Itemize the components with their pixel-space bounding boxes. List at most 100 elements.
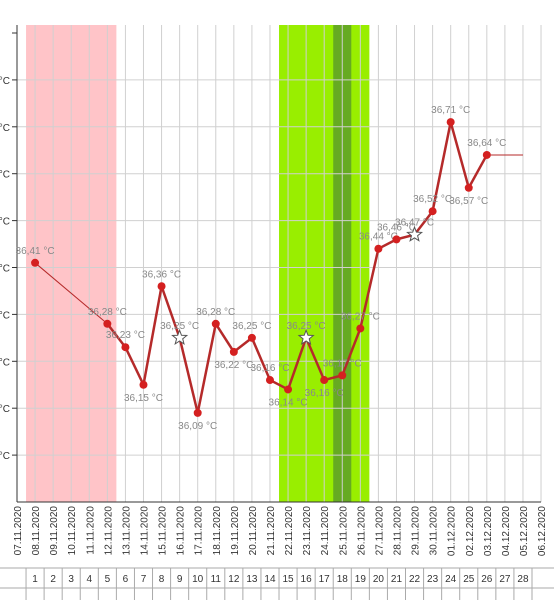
temperature-line [214, 323, 235, 353]
value-label: 36,14 °C [269, 397, 308, 408]
cycle-day: 18 [337, 574, 349, 585]
value-label: 36,64 °C [467, 138, 506, 149]
y-tick-label: 36,5 °C [0, 217, 10, 228]
cycle-day: 20 [373, 574, 385, 585]
y-tick-label: 36,7 °C [0, 123, 10, 134]
point [103, 319, 112, 328]
value-label: 36,16 °C [250, 363, 289, 374]
x-tick-label: 06.12.2020 [537, 506, 548, 556]
point [392, 235, 401, 244]
value-label: 36,41 °C [16, 246, 55, 257]
point [428, 207, 437, 216]
value-label: 36,09 °C [178, 421, 217, 432]
temperature-line [413, 210, 434, 236]
x-tick-label: 17.11.2020 [194, 506, 205, 556]
y-tick-label: 36,1 °C [0, 404, 10, 415]
value-label: 36,57 °C [449, 196, 488, 207]
temperature-line [124, 346, 145, 386]
cycle-day: 13 [246, 574, 258, 585]
cycle-day: 3 [68, 574, 74, 585]
x-tick-label: 22.11.2020 [284, 506, 295, 556]
cycle-day: 4 [86, 574, 92, 585]
gap-line [34, 262, 108, 325]
value-label: 36,36 °C [142, 269, 181, 280]
temperature-line [304, 337, 326, 381]
cycle-day: 2 [50, 574, 56, 585]
point [338, 371, 347, 380]
x-tick-label: 05.12.2020 [519, 506, 530, 556]
cycle-day: 17 [319, 574, 331, 585]
cycle-day: 5 [105, 574, 111, 585]
x-tick-label: 02.12.2020 [465, 506, 476, 556]
value-label: 36,44 °C [359, 232, 398, 243]
point [284, 385, 293, 394]
x-tick-label: 26.11.2020 [356, 506, 367, 556]
point [374, 244, 383, 253]
value-label: 36,17 °C [323, 358, 362, 369]
cycle-day: 26 [481, 574, 493, 585]
x-tick-label: 18.11.2020 [212, 506, 223, 556]
y-tick-label: 36,3 °C [0, 310, 10, 321]
cycle-day: 23 [427, 574, 439, 585]
x-tick-label: 08.11.2020 [31, 506, 42, 556]
value-label: 36,25 °C [160, 321, 199, 332]
x-tick-label: 10.11.2020 [67, 506, 78, 556]
temperature-line [286, 337, 308, 390]
point [356, 324, 365, 333]
point [157, 282, 166, 291]
cycle-day: 14 [264, 574, 276, 585]
y-tick-label: 36,2 °C [0, 357, 10, 368]
value-label: 36,22 °C [214, 360, 253, 371]
temperature-line [106, 323, 127, 348]
cycle-day: 15 [282, 574, 294, 585]
x-tick-label: 28.11.2020 [392, 506, 403, 556]
value-label: 36,23 °C [106, 330, 145, 341]
value-label: 36,71 °C [431, 105, 470, 116]
cycle-day: 22 [409, 574, 421, 585]
y-tick-label: 36,8 °C [0, 76, 10, 87]
x-tick-label: 09.11.2020 [49, 506, 60, 556]
temperature-line [196, 323, 217, 414]
x-tick-label: 01.12.2020 [447, 506, 458, 556]
value-label: 36,28 °C [196, 307, 235, 318]
point [193, 408, 202, 417]
x-tick-label: 23.11.2020 [302, 506, 313, 556]
value-label: 36,25 °C [232, 321, 271, 332]
x-tick-label: 27.11.2020 [374, 506, 385, 556]
point [211, 319, 220, 328]
value-label: 36,52 °C [413, 194, 452, 205]
cycle-day: 7 [141, 574, 147, 585]
x-tick-label: 16.11.2020 [176, 506, 187, 556]
y-tick-label: 36,0 °C [0, 451, 10, 462]
cycle-day: 10 [192, 574, 204, 585]
x-tick-label: 07.11.2020 [13, 506, 24, 556]
star-point [406, 225, 424, 242]
cycle-day: 6 [123, 574, 129, 585]
cycle-day: 28 [517, 574, 529, 585]
point [464, 183, 473, 192]
x-tick-label: 21.11.2020 [266, 506, 277, 556]
temperature-line [449, 121, 470, 189]
cycle-day: 9 [177, 574, 183, 585]
x-tick-label: 25.11.2020 [338, 506, 349, 556]
x-tick-label: 19.11.2020 [230, 506, 241, 556]
temperature-line [431, 121, 452, 212]
cycle-day: 24 [445, 574, 457, 585]
x-tick-label: 15.11.2020 [158, 506, 169, 556]
value-label: 36,15 °C [124, 393, 163, 404]
temperature-line [359, 248, 380, 329]
cycle-day: 12 [228, 574, 240, 585]
y-tick-label: 36,6 °C [0, 170, 10, 181]
point [139, 380, 148, 389]
x-tick-label: 04.12.2020 [501, 506, 512, 556]
temperature-line [142, 286, 163, 385]
cycle-day: 1 [32, 574, 38, 585]
x-tick-label: 20.11.2020 [248, 506, 259, 556]
point [121, 343, 130, 352]
x-tick-label: 29.11.2020 [411, 506, 422, 556]
x-tick-label: 11.11.2020 [85, 506, 96, 555]
star-point [171, 328, 189, 346]
temperature-line [160, 285, 181, 339]
x-tick-label: 24.11.2020 [320, 506, 331, 556]
